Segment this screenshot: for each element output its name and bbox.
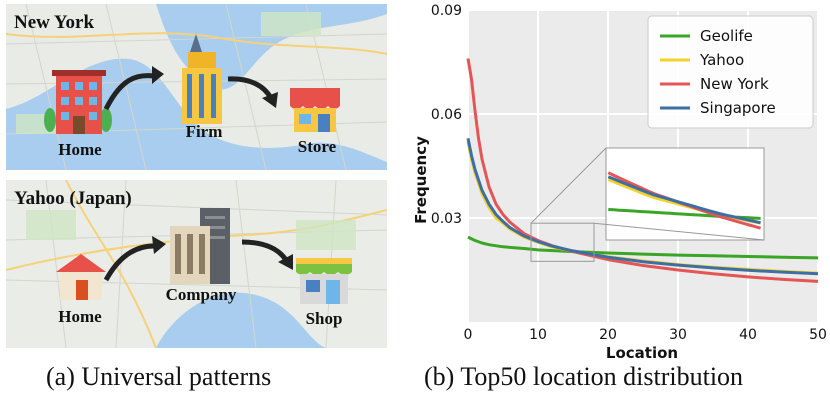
location-frequency-chart: 0 10 20 30 40 50 0.03 0.06 0.09 Location Freque…: [412, 3, 827, 362]
y-tick-labels: 0.03 0.06 0.09: [431, 3, 462, 227]
inset-connector: [530, 147, 607, 224]
yahoo-japan-map: Yahoo (Japan) Home Company Shop: [6, 180, 387, 348]
x-tick-label: 20: [599, 327, 617, 343]
home-label-japan: Home: [58, 307, 102, 326]
zoom-region-box: [530, 222, 595, 262]
new-york-map-title: New York: [14, 12, 94, 33]
x-tick-label: 40: [739, 327, 757, 343]
yahoo-japan-map-panel: Yahoo (Japan) Home Company Shop: [6, 180, 387, 348]
house-icon: [56, 254, 106, 300]
x-axis-label: Location: [606, 344, 678, 362]
new-york-map-panel: New York Home Firm Store: [6, 4, 387, 170]
company-label: Company: [166, 285, 237, 304]
y-tick-label: 0.03: [431, 211, 462, 227]
firm-label: Firm: [186, 122, 223, 141]
legend: Geolife Yahoo New York Singapore: [647, 15, 814, 129]
x-tick-label: 0: [464, 327, 473, 343]
x-tick-label: 50: [809, 327, 827, 343]
legend-box: [647, 15, 814, 129]
legend-entry: New York: [700, 75, 769, 93]
new-york-map: New York Home Firm Store: [6, 4, 387, 170]
shop-label: Shop: [306, 309, 343, 328]
yahoo-map-title: Yahoo (Japan): [14, 188, 132, 209]
home-label: Home: [58, 140, 102, 159]
y-axis-label: Frequency: [412, 136, 430, 224]
inset-connector: [593, 222, 765, 241]
office-building-icon: [182, 34, 222, 124]
x-tick-label: 10: [529, 327, 547, 343]
x-tick-label: 30: [669, 327, 687, 343]
legend-entry: Singapore: [700, 99, 776, 117]
legend-entry: Yahoo: [699, 51, 744, 69]
shop-icon: [296, 258, 352, 304]
x-tick-labels: 0 10 20 30 40 50: [464, 327, 827, 343]
zoom-inset: [530, 147, 765, 241]
inset-frame: [605, 147, 765, 241]
inset-line-singapore: [607, 175, 761, 225]
store-label: Store: [298, 137, 337, 156]
store-icon: [290, 88, 340, 132]
house-icon: [44, 70, 112, 134]
legend-entry: Geolife: [700, 27, 753, 45]
series-line-singapore: [466, 138, 819, 276]
panel-a-caption: (a) Universal patterns: [46, 362, 272, 391]
panel-b-caption: (b) Top50 location distribution: [424, 362, 744, 391]
y-tick-label: 0.09: [431, 3, 462, 19]
y-tick-label: 0.06: [431, 107, 462, 123]
office-building-icon: [170, 208, 230, 284]
